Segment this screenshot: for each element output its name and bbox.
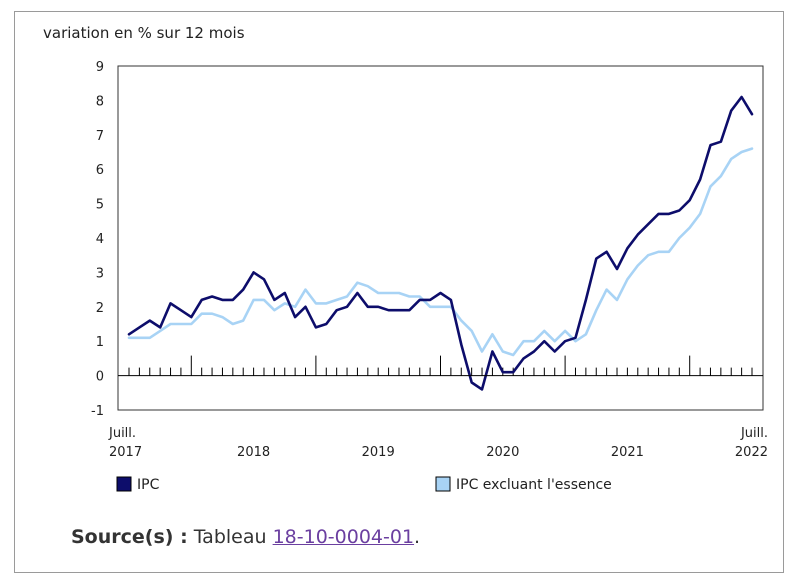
y-tick-label: 7 [96, 129, 104, 144]
x-tick-label-year: 2021 [611, 445, 644, 460]
y-tick-label: -1 [91, 404, 104, 419]
y-tick-label: 0 [96, 370, 104, 385]
legend-label-ipc: IPC [137, 477, 160, 493]
legend-swatch-ipc [116, 476, 132, 492]
y-tick-label: 3 [96, 266, 104, 281]
source-end: . [414, 526, 421, 548]
source-text: Tableau [193, 526, 267, 548]
plot-area-border [117, 65, 764, 411]
series-line-ipc-excluant-essence [127, 147, 754, 357]
x-tick-label-month: Juill. [740, 426, 768, 441]
x-tick-label-year: 2018 [237, 445, 270, 460]
y-tick-label: 2 [96, 301, 104, 316]
y-axis-title: variation en % sur 12 mois [43, 24, 245, 42]
x-tick-label-year: 2022 [735, 445, 768, 460]
source-table-link[interactable]: 18-10-0004-01 [272, 526, 415, 548]
x-tick-label-year: 2020 [486, 445, 519, 460]
y-tick-label: 4 [96, 232, 104, 247]
y-tick-label: 1 [96, 335, 104, 350]
y-tick-label: 9 [96, 60, 104, 75]
x-tick-label-month: Juill. [108, 426, 136, 441]
y-tick-label: 6 [96, 163, 104, 178]
chart-frame [14, 11, 784, 573]
x-tick-label-year: 2019 [362, 445, 395, 460]
series-line-ipc [127, 95, 754, 391]
source-note: Source(s) : Tableau 18-10-0004-01. [71, 526, 420, 548]
legend-swatch-ipc-excluant-essence [435, 476, 451, 492]
legend: IPC IPC excluant l'essence [116, 476, 612, 493]
y-tick-label: 8 [96, 94, 104, 109]
y-tick-label: 5 [96, 198, 104, 213]
source-label: Source(s) : [71, 526, 188, 548]
legend-item-ipc-excluant-essence[interactable]: IPC excluant l'essence [435, 476, 612, 493]
x-tick-label-year: 2017 [109, 445, 142, 460]
legend-item-ipc[interactable]: IPC [116, 476, 160, 493]
legend-label-ipc-excluant-essence: IPC excluant l'essence [456, 477, 612, 493]
